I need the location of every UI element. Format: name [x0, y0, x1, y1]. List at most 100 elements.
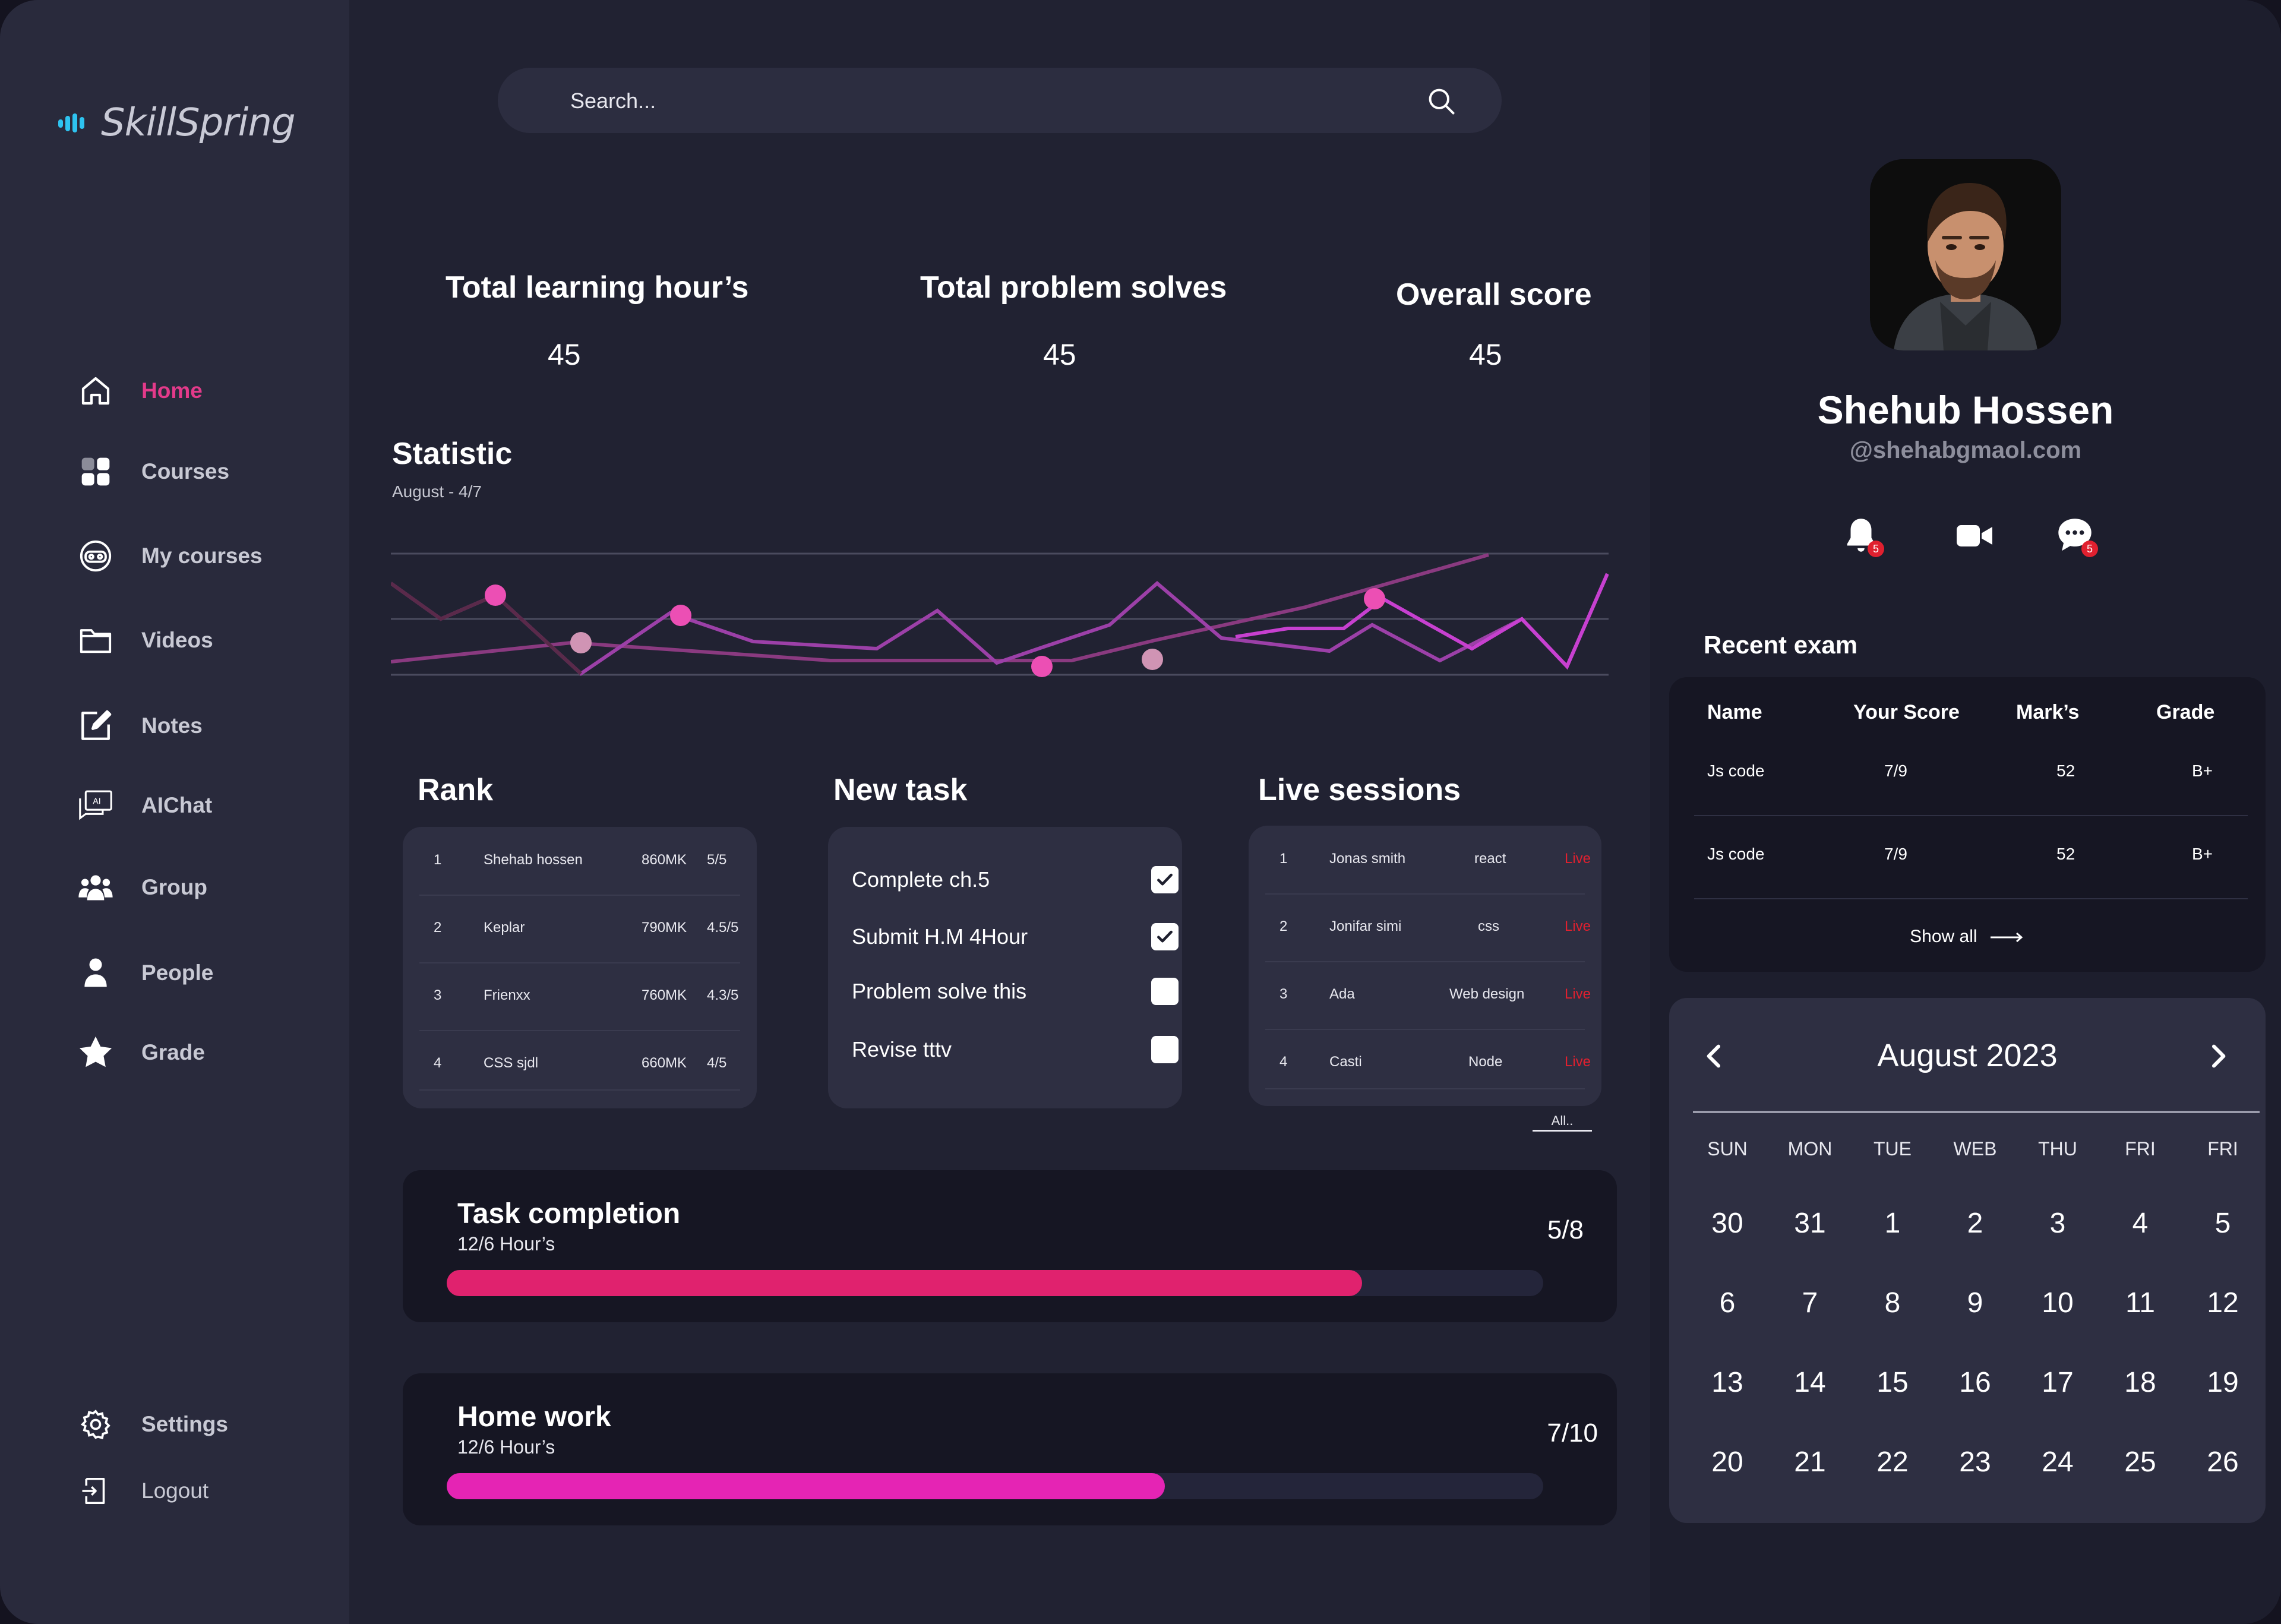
chevron-right-icon	[2212, 1044, 2226, 1068]
rank-position: 3	[434, 987, 442, 1003]
rank-row[interactable]: 3 Frienxx 760MK 4.3/5	[419, 962, 740, 1031]
checkmark-icon	[1157, 873, 1173, 886]
search-icon[interactable]	[1426, 86, 1457, 116]
task-item: Submit H.M 4Hour	[852, 912, 1179, 960]
sidebar-item-my-courses[interactable]: My courses	[77, 532, 263, 580]
calendar-day[interactable]: 1	[1884, 1208, 1901, 1239]
exam-header-grade: Grade	[2156, 701, 2215, 723]
task-checkbox[interactable]	[1151, 978, 1179, 1005]
logo[interactable]: SkillSpring	[57, 101, 296, 145]
rank-row[interactable]: 4 CSS sjdl 660MK 4/5	[419, 1030, 740, 1091]
calendar-day[interactable]: 4	[2132, 1208, 2149, 1239]
homework-title: Home work	[457, 1401, 611, 1433]
calendar-day[interactable]: 24	[2042, 1446, 2074, 1478]
sidebar-item-courses[interactable]: Courses	[77, 448, 229, 495]
session-row[interactable]: 4 Casti Node Live	[1265, 1029, 1591, 1089]
task-checkbox[interactable]	[1151, 1036, 1179, 1063]
sidebar-item-videos[interactable]: Videos	[77, 617, 213, 664]
rank-name: CSS sjdl	[484, 1055, 539, 1071]
session-position: 3	[1279, 986, 1288, 1002]
homework-progress-track	[447, 1473, 1543, 1499]
calendar-day[interactable]: 3	[2049, 1208, 2066, 1239]
calendar-day[interactable]: 8	[1884, 1287, 1901, 1319]
calendar-day[interactable]: 5	[2214, 1208, 2231, 1239]
calendar-day[interactable]: 9	[1967, 1287, 1983, 1319]
exam-name: Js code	[1707, 762, 1765, 780]
calendar-prev-button[interactable]	[1698, 1040, 1733, 1075]
task-checkbox[interactable]	[1151, 866, 1179, 893]
bell-icon	[1847, 519, 1875, 552]
task-completion-progress-fill	[447, 1270, 1363, 1296]
session-host: Casti	[1329, 1054, 1362, 1070]
settings-button[interactable]: Settings	[77, 1401, 228, 1448]
calendar-day[interactable]: 16	[1959, 1367, 1991, 1398]
sidebar-item-grade[interactable]: Grade	[77, 1029, 205, 1076]
calendar-day[interactable]: 13	[1711, 1367, 1743, 1398]
chart-point	[670, 605, 691, 626]
calendar-day[interactable]: 30	[1711, 1208, 1743, 1239]
session-host: Ada	[1329, 986, 1355, 1002]
search-input[interactable]	[569, 68, 1403, 134]
task-completion-progress-track	[447, 1270, 1543, 1296]
calendar-day[interactable]: 2	[1967, 1208, 1983, 1239]
notifications-button[interactable]: 5	[1840, 514, 1888, 562]
calendar-day[interactable]: 18	[2124, 1367, 2156, 1398]
calendar-day[interactable]: 22	[1876, 1446, 1909, 1478]
arrow-right-icon	[1990, 932, 2023, 943]
rank-name: Frienxx	[484, 987, 530, 1003]
session-row[interactable]: 2 Jonifar simi css Live	[1265, 893, 1591, 962]
homework-progress-fill	[447, 1473, 1165, 1499]
live-badge: Live	[1565, 918, 1591, 934]
task-checkbox[interactable]	[1151, 923, 1179, 950]
calendar-day[interactable]: 14	[1794, 1367, 1826, 1398]
calendar-day[interactable]: 7	[1802, 1287, 1818, 1319]
logout-button[interactable]: Logout	[77, 1467, 208, 1515]
chart-point	[570, 632, 592, 653]
calendar-day[interactable]: 11	[2125, 1287, 2155, 1319]
messages-button[interactable]: 5	[2054, 514, 2102, 562]
rank-position: 1	[434, 852, 442, 868]
calendar-day[interactable]: 17	[2042, 1367, 2074, 1398]
rank-row[interactable]: 1 Shehab hossen 860MK 5/5	[419, 827, 740, 896]
recent-exam-card: Name Your Score Mark’s Grade Js code 7/9…	[1669, 677, 2266, 972]
exam-row[interactable]: Js code 7/9 52 B+	[1694, 732, 2248, 816]
sidebar-item-label: Courses	[141, 459, 230, 484]
show-all-button[interactable]: Show all	[1669, 927, 2266, 947]
calendar-day[interactable]: 20	[1711, 1446, 1743, 1478]
sidebar-item-aichat[interactable]: AI AIChat	[77, 782, 212, 829]
live-sessions-all-link[interactable]: All..	[1533, 1113, 1592, 1132]
session-row[interactable]: 1 Jonas smith react Live	[1265, 826, 1591, 895]
session-row[interactable]: 3 Ada Web design Live	[1265, 961, 1591, 1030]
calendar-day[interactable]: 6	[1719, 1287, 1736, 1319]
grid-icon	[77, 453, 114, 490]
sidebar-item-people[interactable]: People	[77, 949, 213, 997]
exam-name: Js code	[1707, 845, 1765, 863]
calendar-day[interactable]: 15	[1876, 1367, 1909, 1398]
exam-score: 7/9	[1884, 845, 1907, 863]
sidebar-item-group[interactable]: Group	[77, 864, 207, 911]
profile-email: @shehabgmaol.com	[1849, 437, 2082, 463]
calendar-day[interactable]: 25	[2124, 1446, 2156, 1478]
exam-row[interactable]: Js code 7/9 52 B+	[1694, 815, 2248, 899]
calendar-month-title: August 2023	[1877, 1038, 2058, 1073]
calendar-day[interactable]: 23	[1959, 1446, 1991, 1478]
calendar-day[interactable]: 21	[1794, 1446, 1826, 1478]
calendar-day[interactable]: 19	[2207, 1367, 2239, 1398]
calendar-day[interactable]: 12	[2207, 1287, 2239, 1319]
sidebar-item-notes[interactable]: Notes	[77, 702, 203, 750]
calendar-day[interactable]: 26	[2207, 1446, 2239, 1478]
calendar: August 2023 SUN MON TUE WEB THU FRI FRI …	[1669, 998, 2266, 1523]
live-sessions-title: Live sessions	[1258, 773, 1461, 807]
calendar-day[interactable]: 31	[1794, 1208, 1826, 1239]
video-call-button[interactable]	[1953, 514, 2001, 562]
calendar-next-button[interactable]	[2201, 1040, 2237, 1075]
avatar[interactable]	[1870, 159, 2061, 350]
exam-marks: 52	[2056, 762, 2075, 780]
rank-score: 4.5/5	[707, 920, 739, 936]
rank-name: Keplar	[484, 920, 525, 936]
rank-row[interactable]: 2 Keplar 790MK 4.5/5	[419, 895, 740, 963]
calendar-day[interactable]: 10	[2042, 1287, 2074, 1319]
sidebar-item-home[interactable]: Home	[77, 367, 203, 415]
group-icon	[77, 869, 114, 906]
task-completion-title: Task completion	[457, 1198, 681, 1230]
